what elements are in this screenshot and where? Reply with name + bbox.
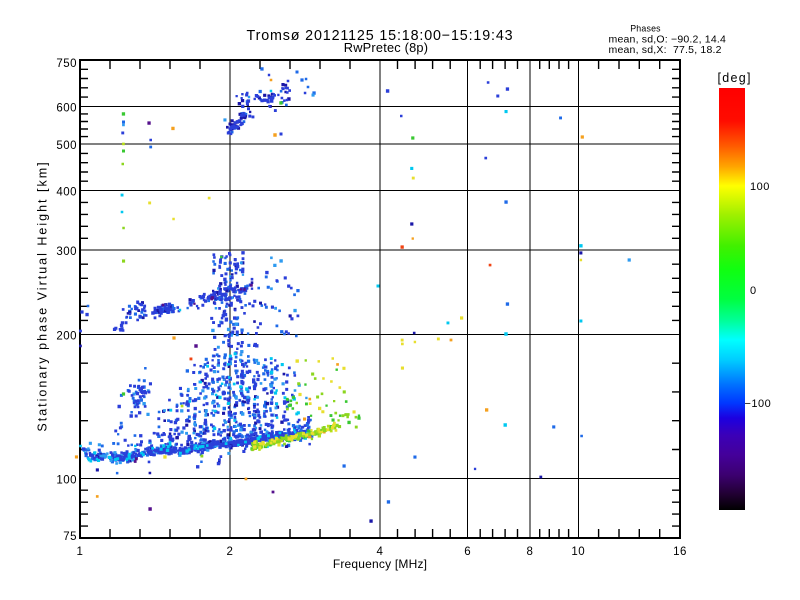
svg-text:6: 6 bbox=[464, 546, 471, 558]
svg-text:200: 200 bbox=[56, 330, 77, 342]
svg-text:500: 500 bbox=[56, 140, 77, 152]
svg-text:mean, sd,O: −90.2, 14.4: mean, sd,O: −90.2, 14.4 bbox=[609, 33, 727, 45]
svg-text:2: 2 bbox=[227, 546, 234, 558]
svg-text:Frequency [MHz]: Frequency [MHz] bbox=[333, 557, 427, 571]
svg-text:750: 750 bbox=[56, 58, 77, 70]
svg-text:100: 100 bbox=[750, 181, 770, 193]
svg-text:−100: −100 bbox=[745, 398, 772, 410]
svg-text:100: 100 bbox=[56, 474, 77, 486]
svg-text:4: 4 bbox=[377, 546, 384, 558]
svg-text:8: 8 bbox=[527, 546, 534, 558]
svg-text:Phases: Phases bbox=[630, 24, 661, 34]
svg-text:16: 16 bbox=[673, 546, 687, 558]
svg-text:Tromsø 20121125 15:18:00−15:19: Tromsø 20121125 15:18:00−15:19:43 bbox=[247, 28, 514, 44]
svg-text:0: 0 bbox=[750, 285, 757, 297]
svg-text:RwPretec (8p): RwPretec (8p) bbox=[344, 40, 428, 55]
svg-text:[deg]: [deg] bbox=[718, 71, 752, 85]
svg-text:400: 400 bbox=[56, 187, 77, 199]
svg-text:300: 300 bbox=[56, 246, 77, 258]
svg-text:mean, sd,X: 77.5, 18.2: mean, sd,X: 77.5, 18.2 bbox=[609, 44, 722, 56]
svg-text:10: 10 bbox=[571, 546, 585, 558]
svg-text:75: 75 bbox=[63, 531, 77, 543]
svg-text:1: 1 bbox=[77, 546, 84, 558]
svg-text:Stationary phase Virtual Heigh: Stationary phase Virtual Height [km] bbox=[36, 160, 50, 431]
svg-text:600: 600 bbox=[56, 102, 77, 114]
